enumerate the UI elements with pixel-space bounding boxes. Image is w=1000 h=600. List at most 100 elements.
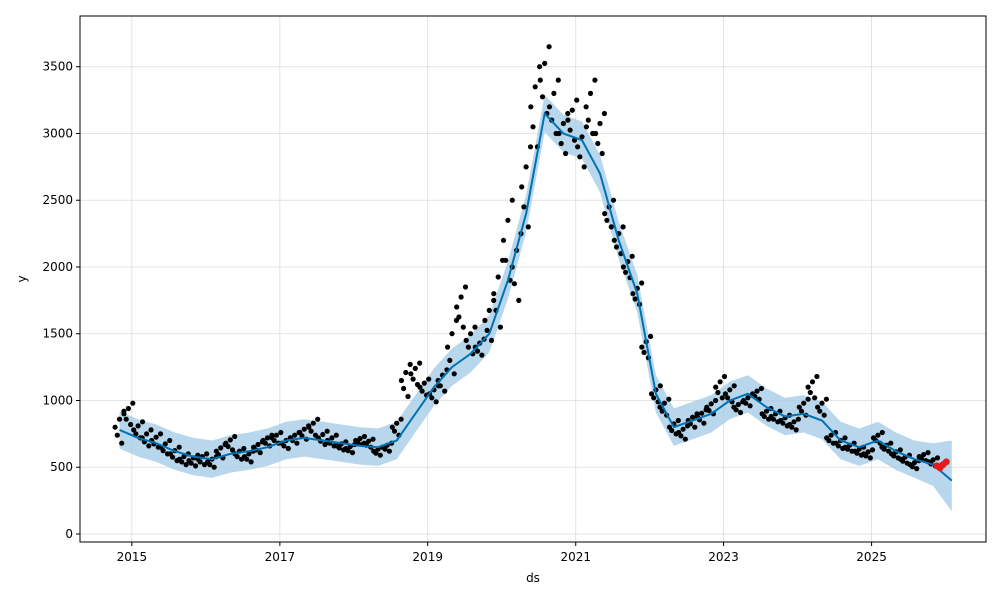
observed-point (417, 384, 423, 390)
y-axis-label: y (15, 275, 29, 282)
observed-point (329, 435, 335, 441)
observed-point (225, 443, 231, 450)
observed-point (648, 391, 655, 397)
observed-point (721, 373, 728, 380)
observed-point (856, 446, 862, 452)
observed-point (278, 429, 284, 436)
observed-point (713, 384, 719, 390)
observed-point (112, 424, 118, 430)
observed-point (798, 408, 805, 414)
observed-point (577, 154, 583, 160)
observed-point (460, 324, 466, 330)
observed-point (227, 437, 233, 443)
recent-points (933, 458, 950, 472)
observed-point (599, 150, 605, 157)
observed-point (583, 104, 589, 110)
observed-point (262, 440, 268, 446)
observed-point (805, 396, 811, 402)
observed-point (218, 445, 224, 451)
observed-point (505, 217, 511, 223)
observed-point (146, 443, 152, 449)
observed-point (408, 371, 414, 377)
observed-point (144, 431, 150, 437)
observed-point (844, 446, 851, 452)
observed-point (699, 410, 705, 416)
observed-point (157, 431, 164, 437)
observed-point (401, 385, 407, 392)
observed-point (537, 64, 543, 70)
observed-point (639, 280, 645, 286)
observed-point (770, 416, 777, 422)
observed-point (701, 420, 707, 426)
observed-point (629, 253, 635, 259)
observed-point (294, 440, 300, 446)
observed-point (468, 331, 474, 337)
observed-point (789, 424, 795, 430)
observed-point (909, 464, 915, 470)
y-axis-ticks: 0 500 1000 1500 2000 2500 3000 3500 (42, 60, 80, 541)
observed-point (565, 117, 571, 123)
observed-point (491, 291, 497, 297)
plot-frame (79, 15, 987, 543)
x-tick-label: 2023 (708, 550, 739, 564)
observed-point (692, 424, 698, 430)
observed-point (842, 435, 848, 441)
observed-point (139, 419, 146, 425)
observed-point (301, 426, 307, 432)
observed-point (244, 456, 250, 462)
observed-point (641, 349, 647, 355)
observed-point (722, 391, 729, 397)
observed-point (454, 304, 460, 310)
y-tick-label: 2000 (42, 260, 73, 274)
observed-point (119, 440, 125, 446)
observed-point (462, 284, 469, 290)
observed-point (828, 432, 834, 438)
observed-point (648, 333, 654, 339)
observed-point (761, 413, 767, 420)
observed-point (867, 455, 873, 461)
observed-point (248, 459, 254, 465)
observed-point (519, 184, 525, 190)
observed-point (914, 466, 920, 472)
x-tick-label: 2025 (856, 550, 887, 564)
observed-point (511, 281, 517, 287)
observed-point (602, 211, 608, 217)
observed-point (587, 90, 594, 96)
observed-point (308, 428, 314, 434)
observed-point (763, 408, 770, 414)
observed-point (727, 387, 733, 393)
observed-point (377, 452, 383, 458)
observed-point (211, 464, 217, 470)
observed-point (897, 447, 903, 453)
observed-point (555, 77, 561, 83)
observed-point (795, 416, 802, 422)
observed-point (574, 97, 580, 103)
observed-point (556, 130, 562, 137)
observed-point (747, 403, 753, 409)
observed-point (735, 401, 741, 408)
observed-point (310, 420, 316, 426)
observed-point (160, 448, 166, 454)
observed-point (429, 395, 435, 401)
observed-point (581, 164, 587, 170)
observed-point (900, 458, 906, 464)
observed-point (234, 454, 240, 460)
observed-point (754, 388, 760, 394)
observed-point (930, 457, 936, 463)
observed-point (620, 264, 627, 270)
observed-point (575, 144, 581, 150)
observed-point (560, 120, 567, 127)
observed-point (611, 237, 617, 243)
observed-point (527, 144, 534, 150)
forecast-line (119, 111, 953, 482)
observed-point (417, 360, 423, 366)
observed-point (608, 224, 614, 230)
observed-point (449, 331, 455, 337)
observed-point (315, 416, 321, 422)
forecast-yhat-line (119, 111, 953, 482)
observed-point (386, 448, 392, 454)
observed-point (592, 77, 598, 83)
observed-point (405, 393, 411, 400)
observed-point (306, 424, 312, 430)
observed-point (421, 380, 427, 386)
